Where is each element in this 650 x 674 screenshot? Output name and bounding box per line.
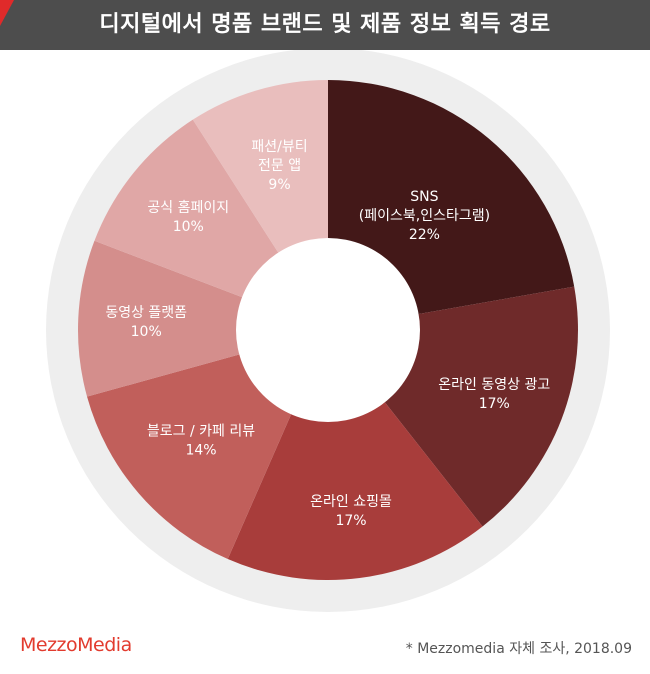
title-accent	[0, 0, 14, 26]
slice-label-3-line-0: 블로그 / 카페 리뷰	[147, 424, 255, 440]
slice-label-1-line-0: 온라인 동영상 광고	[438, 377, 550, 393]
slice-label-5-line-1: 10%	[173, 219, 204, 235]
donut-chart: SNS (페이스북,인스타그램) 22% 온라인 동영상 광고 17% 온라인 쇼핑몰 17…	[46, 50, 610, 612]
slice-label-0-line-0: SNS	[410, 189, 438, 205]
slice-label-3-line-1: 14%	[185, 443, 216, 459]
slice-label-1-line-1: 17%	[479, 396, 510, 412]
slice-label-6-line-0: 패션/뷰티	[251, 139, 307, 155]
slice-label-5-line-0: 공식 홈페이지	[147, 200, 229, 216]
chart-title: 디지털에서 명품 브랜드 및 제품 정보 획득 경로	[99, 12, 551, 37]
slice-label-6-line-2: 9%	[268, 177, 290, 193]
slice-4	[78, 240, 329, 397]
slice-label-2-line-1: 17%	[335, 513, 366, 529]
slice-label-4-line-1: 10%	[131, 324, 162, 340]
slice-label-0-line-1: (페이스북,인스타그램)	[359, 208, 490, 224]
slice-label-4-line-0: 동영상 플랫폼	[105, 305, 187, 321]
slice-label-2-line-0: 온라인 쇼핑몰	[310, 494, 392, 510]
brand-logo: MezzoMedia	[20, 634, 132, 656]
slice-2	[227, 330, 483, 580]
slice-label-6-line-1: 전문 앱	[258, 158, 301, 174]
slice-label-0-line-2: 22%	[409, 227, 440, 243]
donut-hole	[236, 238, 420, 422]
source-note: * Mezzomedia 자체 조사, 2018.09	[405, 641, 632, 657]
title-bar	[0, 0, 650, 50]
